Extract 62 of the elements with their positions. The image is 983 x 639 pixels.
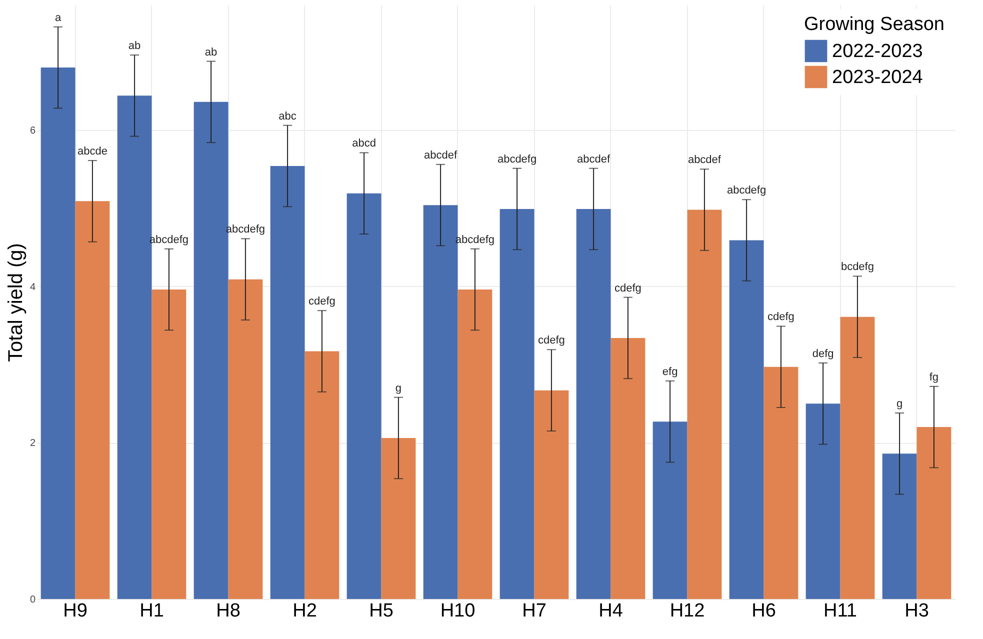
x-tick-label: H5 — [369, 600, 394, 622]
annotation: fg — [929, 371, 939, 384]
legend-title: Growing Season — [804, 14, 944, 35]
bar — [576, 208, 611, 599]
bar — [652, 422, 688, 599]
annotation: abcd — [352, 138, 376, 150]
annotation: bcdefg — [840, 261, 874, 274]
annotation: cdefg — [614, 282, 642, 294]
annotation: efg — [662, 366, 678, 378]
annotation: abcdefg — [726, 184, 766, 197]
x-tick-label: H3 — [904, 600, 929, 622]
x-tick-label: H10 — [440, 600, 476, 622]
annotation: abc — [278, 110, 297, 122]
bar — [916, 427, 952, 599]
annotation: cdefg — [308, 296, 336, 308]
bar — [610, 338, 646, 599]
bar — [75, 201, 110, 599]
bar — [840, 316, 875, 599]
x-tick-label: H11 — [824, 600, 857, 622]
annotation: a — [54, 12, 62, 24]
annotation: abcdef — [577, 153, 611, 166]
x-tick-label: H1 — [140, 600, 164, 622]
bar — [346, 193, 382, 599]
bar — [729, 240, 764, 599]
x-tick-label: H6 — [752, 600, 776, 622]
bar — [381, 438, 416, 599]
bar — [882, 454, 917, 599]
annotation: abcdef — [688, 154, 722, 166]
annotation: cdefg — [538, 334, 565, 347]
legend-label: 2022-2023 — [832, 41, 923, 62]
annotation: defg — [812, 348, 834, 360]
x-tick-label: H7 — [522, 600, 546, 622]
annotation: g — [395, 382, 402, 394]
legend-label: 2023-2024 — [832, 67, 924, 88]
bar — [534, 390, 569, 599]
annotation: ab — [128, 40, 141, 52]
x-tick-label: H2 — [292, 600, 317, 622]
annotation: abcdefg — [497, 153, 537, 166]
annotation: ab — [204, 46, 218, 58]
bar — [152, 289, 186, 599]
annotation: cdefg — [768, 311, 794, 324]
y-tick-label: 6 — [30, 126, 36, 137]
x-tick-label: H9 — [63, 600, 88, 622]
annotation: abcde — [77, 146, 108, 158]
bar — [806, 404, 840, 599]
y-tick-label: 0 — [30, 594, 36, 606]
x-tick-label: H12 — [670, 600, 705, 622]
bar — [40, 68, 76, 599]
bar — [304, 351, 340, 599]
x-tick-label: H8 — [216, 600, 240, 622]
bar — [500, 208, 534, 599]
bar — [764, 366, 798, 599]
bar — [687, 210, 722, 599]
y-tick-label: 2 — [30, 438, 36, 450]
bar — [458, 289, 492, 599]
y-tick-label: 4 — [30, 282, 36, 293]
x-tick-label: H4 — [598, 600, 624, 622]
annotation: g — [896, 398, 903, 410]
bar — [228, 279, 263, 599]
annotation: abcdef — [424, 149, 458, 162]
bar — [270, 166, 305, 599]
y-axis-title: Total yield (g) — [4, 243, 27, 362]
